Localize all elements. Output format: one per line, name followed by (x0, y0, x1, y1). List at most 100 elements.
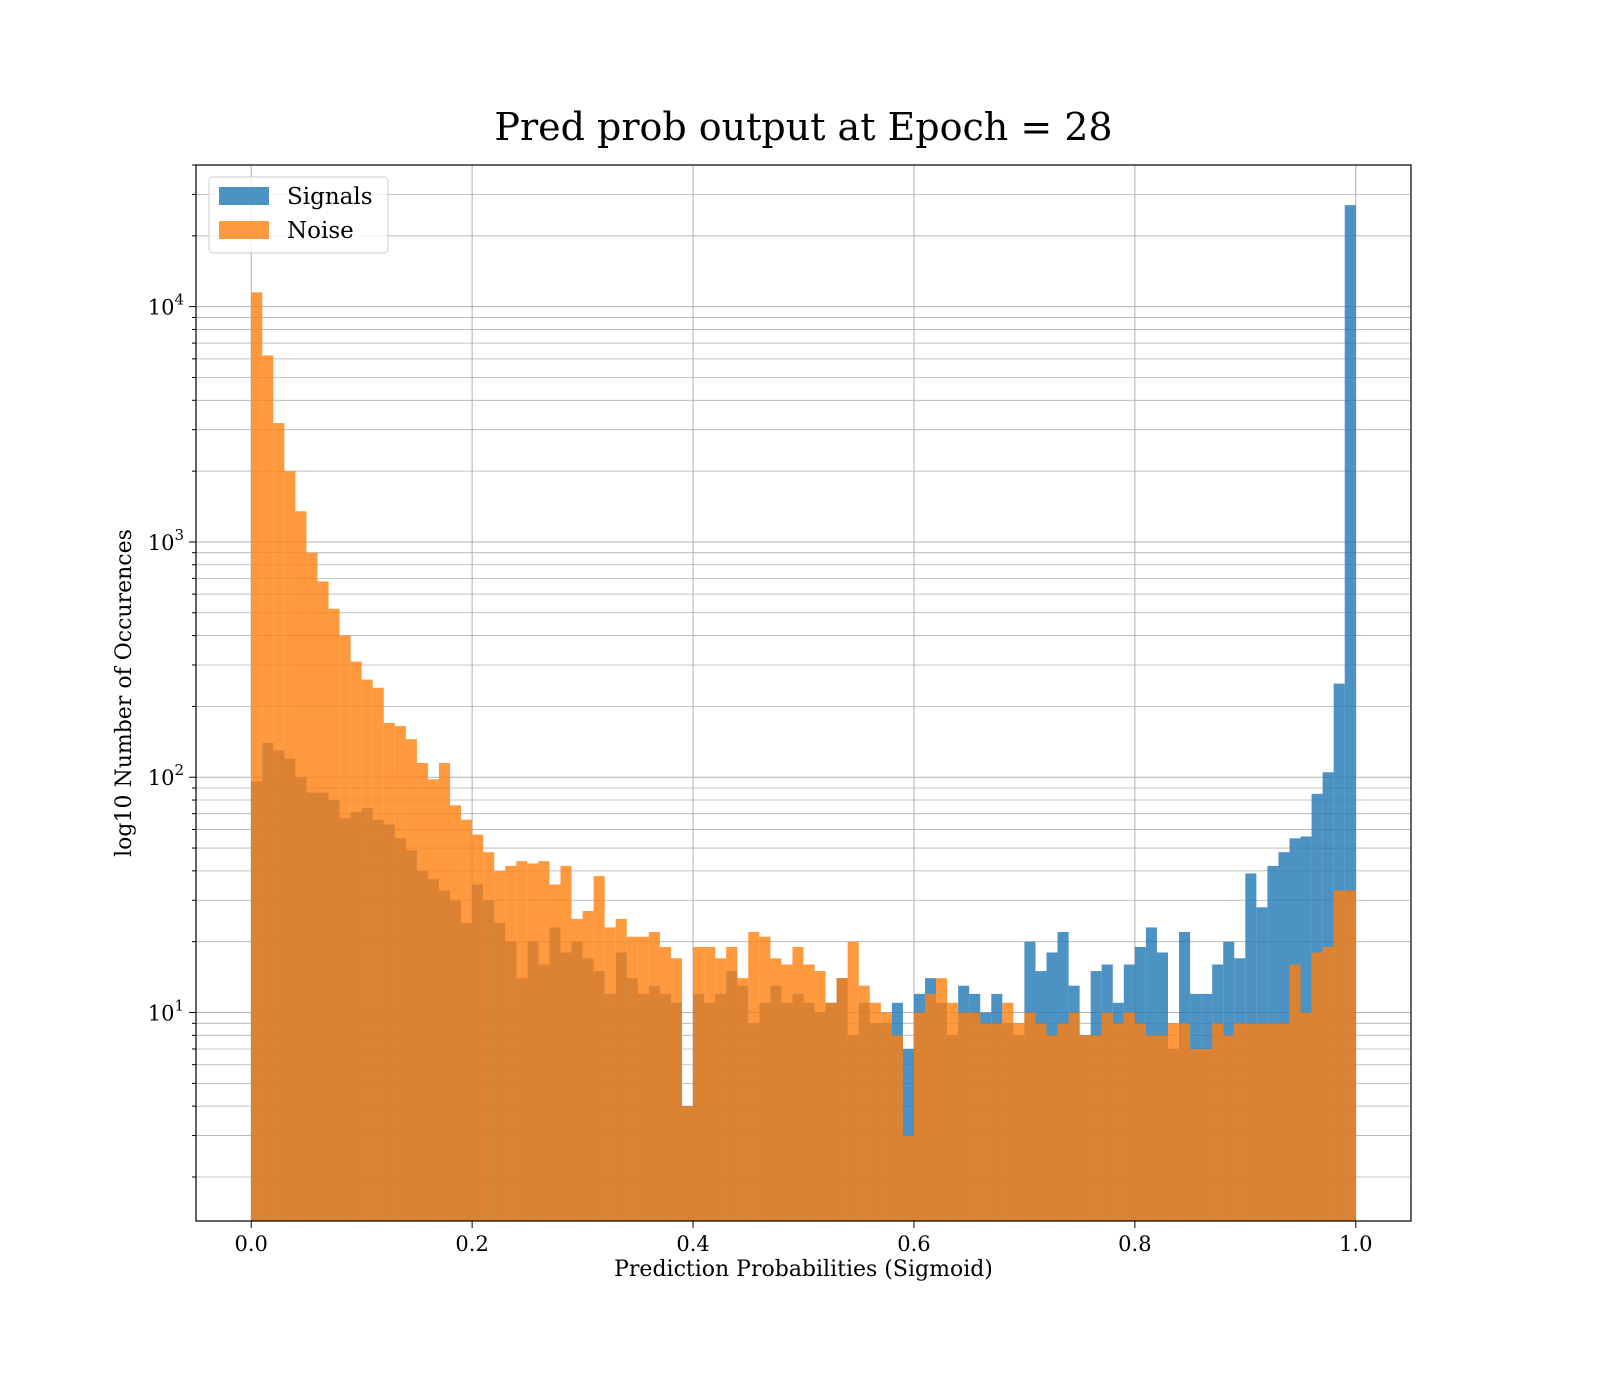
bar-noise-45 (748, 931, 760, 1221)
x-tick-label: 0.8 (1118, 1232, 1151, 1256)
bar-noise-59 (902, 1135, 914, 1221)
bar-noise-17 (439, 762, 451, 1221)
bar-noise-8 (339, 635, 351, 1221)
bar-noise-77 (1101, 1012, 1113, 1221)
bar-noise-92 (1267, 1023, 1279, 1221)
bar-noise-78 (1112, 1023, 1124, 1221)
y-tick-label: 104 (148, 291, 184, 320)
bar-noise-37 (659, 946, 671, 1221)
y-tick-label: 102 (148, 761, 184, 790)
bar-noise-67 (991, 1023, 1003, 1221)
bar-noise-84 (1179, 1023, 1191, 1221)
bar-noise-87 (1212, 1023, 1224, 1221)
bar-noise-93 (1278, 1023, 1290, 1221)
legend-label-noise: Noise (287, 218, 354, 244)
bar-noise-46 (759, 936, 771, 1221)
chart-title: Pred prob output at Epoch = 28 (494, 105, 1112, 149)
bar-noise-21 (483, 852, 495, 1221)
bar-noise-1 (262, 355, 274, 1221)
bar-noise-9 (350, 661, 362, 1221)
x-tick-label: 0.2 (455, 1232, 488, 1256)
bar-noise-57 (880, 1012, 892, 1221)
bar-noise-44 (737, 978, 749, 1221)
bar-noise-94 (1289, 964, 1301, 1221)
bar-noise-42 (715, 958, 727, 1221)
bar-noise-32 (604, 927, 616, 1221)
bar-noise-62 (936, 978, 948, 1221)
bar-noise-3 (284, 471, 296, 1221)
bar-noise-20 (472, 834, 484, 1221)
bar-noise-10 (361, 679, 373, 1221)
bar-noise-86 (1201, 1048, 1213, 1221)
bar-noise-14 (405, 739, 417, 1221)
bar-noise-53 (836, 978, 848, 1221)
bar-noise-56 (869, 1002, 881, 1221)
bar-noise-73 (1057, 1023, 1069, 1221)
bar-noise-52 (825, 1002, 837, 1221)
bar-noise-16 (427, 779, 439, 1221)
bar-noise-50 (803, 964, 815, 1221)
bar-noise-2 (273, 423, 285, 1222)
bar-noise-99 (1344, 890, 1356, 1221)
bar-noise-29 (571, 918, 583, 1221)
bar-noise-28 (560, 865, 572, 1221)
bar-noise-48 (781, 964, 793, 1221)
bar-noise-95 (1300, 1012, 1312, 1221)
bar-noise-31 (593, 876, 605, 1221)
bar-signals-99 (1344, 205, 1356, 1221)
bar-noise-27 (549, 884, 561, 1221)
bar-noise-80 (1134, 1023, 1146, 1221)
bar-noise-6 (317, 581, 329, 1221)
histogram-bars (251, 205, 1356, 1222)
bar-noise-23 (505, 865, 517, 1221)
bar-noise-13 (394, 726, 406, 1221)
bar-noise-64 (958, 1012, 970, 1221)
bar-noise-24 (516, 861, 528, 1221)
bar-noise-66 (980, 1023, 992, 1221)
legend: Signals Noise (208, 176, 389, 254)
bar-noise-40 (693, 946, 705, 1221)
x-axis-label: Prediction Probabilities (Sigmoid) (614, 1257, 993, 1282)
bar-noise-69 (1013, 1023, 1025, 1221)
bar-signals-59 (902, 1048, 914, 1221)
bar-noise-15 (416, 762, 428, 1221)
bar-noise-25 (527, 863, 539, 1221)
x-tick-label: 1.0 (1339, 1232, 1372, 1256)
y-tick-label: 101 (148, 997, 184, 1026)
bar-noise-39 (682, 1106, 694, 1221)
bar-noise-35 (637, 936, 649, 1221)
bar-noise-65 (969, 1012, 981, 1221)
bar-noise-96 (1311, 952, 1323, 1221)
bar-noise-11 (372, 687, 384, 1221)
x-tick-label: 0.6 (897, 1232, 930, 1256)
bar-noise-71 (1035, 1023, 1047, 1221)
bar-noise-76 (1090, 1035, 1102, 1221)
bar-noise-58 (891, 1035, 903, 1221)
bar-noise-47 (770, 958, 782, 1221)
y-axis-label: log10 Number of Occurences (112, 529, 137, 857)
bar-noise-30 (582, 911, 594, 1221)
bar-noise-81 (1145, 1035, 1157, 1221)
bar-noise-98 (1333, 890, 1345, 1221)
bar-noise-90 (1245, 1023, 1257, 1221)
bar-noise-43 (726, 946, 738, 1221)
bar-noise-41 (704, 946, 716, 1221)
y-tick-label: 103 (148, 526, 184, 555)
bar-noise-97 (1322, 946, 1334, 1221)
bar-noise-36 (648, 931, 660, 1221)
bar-noise-55 (858, 985, 870, 1221)
bar-noise-12 (383, 723, 395, 1221)
bar-noise-91 (1256, 1023, 1268, 1221)
bar-noise-68 (1002, 1002, 1014, 1221)
bar-noise-63 (947, 1002, 959, 1221)
bar-noise-7 (328, 608, 340, 1221)
bar-noise-85 (1190, 1048, 1202, 1221)
bar-noise-54 (847, 941, 859, 1221)
bar-noise-82 (1156, 1035, 1168, 1221)
bar-noise-83 (1168, 1023, 1180, 1221)
bar-noise-4 (295, 511, 307, 1221)
bar-noise-88 (1223, 1035, 1235, 1221)
bar-noise-74 (1068, 1012, 1080, 1221)
bar-noise-38 (670, 958, 682, 1221)
